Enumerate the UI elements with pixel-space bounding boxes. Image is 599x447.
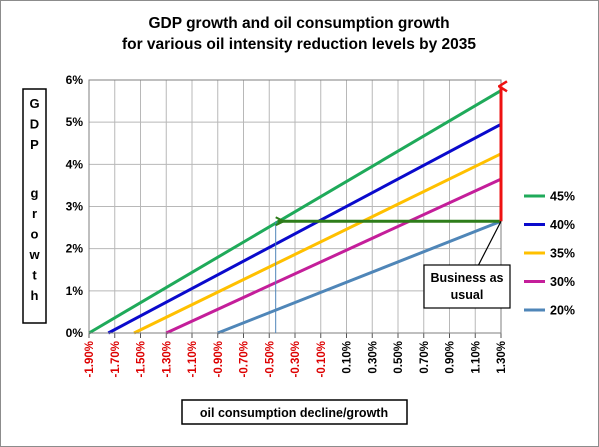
- y-axis-label-letter: w: [28, 247, 40, 262]
- business-as-usual-pointer: [477, 220, 502, 267]
- y-tick-label: 4%: [66, 157, 84, 171]
- series-line-45pct: [88, 89, 502, 335]
- x-tick-label: -0.90%: [213, 341, 225, 377]
- business-as-usual-label: usual: [451, 288, 484, 302]
- x-tick-label: 0.10%: [342, 341, 354, 374]
- y-axis-label-letter: P: [30, 137, 39, 152]
- x-tick-label: -0.30%: [290, 341, 302, 377]
- x-tick-labels: -1.90% -1.70% -1.50% -1.30% -1.10% -0.90% -0.7…: [84, 341, 508, 377]
- legend-label: 35%: [550, 247, 575, 261]
- y-axis-label-letter: G: [29, 96, 39, 111]
- legend: 45% 40% 35% 30% 20%: [524, 190, 575, 318]
- x-axis-label: oil consumption decline/growth: [200, 406, 388, 420]
- x-tick-label: 1.10%: [470, 341, 482, 374]
- x-tick-label: 1.30%: [496, 341, 508, 374]
- y-axis-label-letter: t: [32, 268, 37, 283]
- x-tick-label: 0.30%: [367, 341, 379, 374]
- x-tick-label: -1.50%: [136, 341, 148, 377]
- x-axis-label-box: [181, 399, 408, 425]
- x-tick-label: 0.50%: [393, 341, 405, 374]
- series-lines: [88, 89, 502, 335]
- y-tick-labels: 0% 1% 2% 3% 4% 5% 6%: [66, 73, 84, 340]
- series-line-40pct: [107, 122, 502, 335]
- y-tick-label: 5%: [66, 115, 84, 129]
- x-tick-label: 0.90%: [445, 341, 457, 374]
- series-line-20pct: [217, 219, 502, 335]
- y-tick-label: 1%: [66, 284, 84, 298]
- y-axis-label-box: [22, 88, 47, 324]
- x-tick-label: -1.70%: [110, 341, 122, 377]
- legend-label: 45%: [550, 190, 575, 204]
- series-line-35pct: [133, 152, 502, 335]
- y-tick-label: 3%: [66, 200, 84, 214]
- y-tick-label: 6%: [66, 73, 84, 87]
- legend-label: 40%: [550, 218, 575, 232]
- x-tick-label: -1.30%: [161, 341, 173, 377]
- y-tick-label: 2%: [66, 242, 84, 256]
- legend-label: 20%: [550, 304, 575, 318]
- business-as-usual-label: Business as: [431, 271, 504, 285]
- annotations: Business as usual: [275, 86, 511, 333]
- y-axis-label-letter: r: [32, 206, 37, 221]
- chart-title-line-2: for various oil intensity reduction leve…: [122, 36, 476, 53]
- x-tick-label: -0.70%: [239, 341, 251, 377]
- y-axis-label-letter: g: [31, 186, 39, 201]
- y-axis-label-letter: o: [31, 227, 39, 242]
- legend-label: 30%: [550, 275, 575, 289]
- chart-title-line-1: GDP growth and oil consumption growth: [148, 15, 449, 32]
- x-tick-label: -0.50%: [264, 341, 276, 377]
- business-as-usual-box: [423, 264, 511, 309]
- series-line-30pct: [165, 177, 502, 335]
- y-axis-label-letter: D: [30, 117, 39, 132]
- x-tick-label: -1.90%: [84, 341, 96, 377]
- x-tick-label: -0.10%: [316, 341, 328, 377]
- x-tick-label: -1.10%: [187, 341, 199, 377]
- y-tick-label: 0%: [66, 326, 84, 340]
- y-axis-label-letter: h: [31, 288, 39, 303]
- x-tick-label: 0.70%: [419, 341, 431, 374]
